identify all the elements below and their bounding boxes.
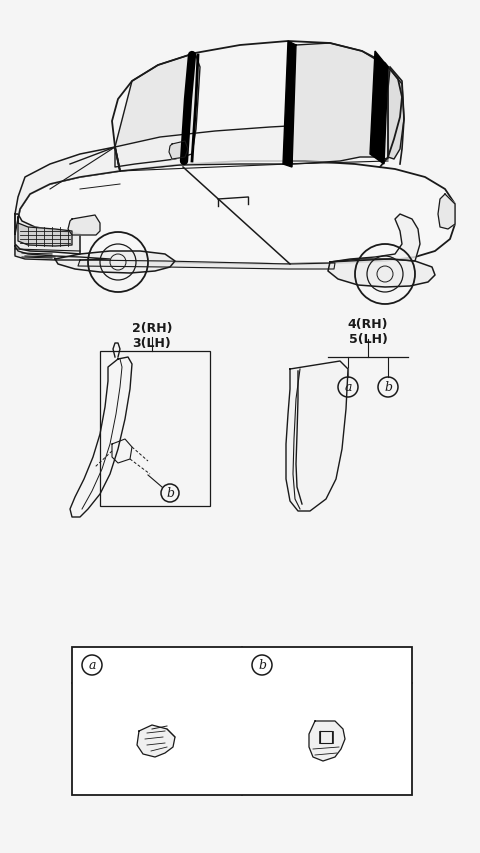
Polygon shape	[438, 194, 455, 229]
Polygon shape	[286, 362, 348, 512]
Polygon shape	[169, 142, 188, 160]
Polygon shape	[328, 259, 435, 287]
Polygon shape	[292, 44, 388, 165]
Polygon shape	[115, 127, 288, 171]
Text: a: a	[88, 659, 96, 671]
Text: 2(RH)
3(LH): 2(RH) 3(LH)	[132, 322, 172, 350]
Text: b: b	[384, 381, 392, 394]
Polygon shape	[309, 721, 345, 761]
Polygon shape	[70, 357, 132, 518]
Polygon shape	[388, 70, 404, 160]
Polygon shape	[137, 725, 175, 757]
Text: 1: 1	[307, 656, 317, 674]
Polygon shape	[283, 42, 296, 168]
Bar	[100, 351, 210, 507]
Text: b: b	[166, 487, 174, 500]
Polygon shape	[55, 252, 175, 274]
Polygon shape	[18, 218, 72, 247]
Polygon shape	[115, 54, 200, 168]
Polygon shape	[15, 247, 110, 261]
Text: b: b	[258, 659, 266, 671]
Polygon shape	[330, 215, 420, 263]
Bar	[72, 647, 412, 795]
Polygon shape	[370, 52, 388, 165]
Text: a: a	[344, 381, 352, 394]
Text: 4(RH)
5(LH): 4(RH) 5(LH)	[348, 317, 388, 345]
Polygon shape	[78, 261, 335, 270]
Polygon shape	[15, 148, 120, 235]
Text: 6: 6	[137, 656, 147, 674]
Polygon shape	[68, 216, 100, 235]
Polygon shape	[15, 162, 455, 264]
Polygon shape	[15, 215, 80, 255]
